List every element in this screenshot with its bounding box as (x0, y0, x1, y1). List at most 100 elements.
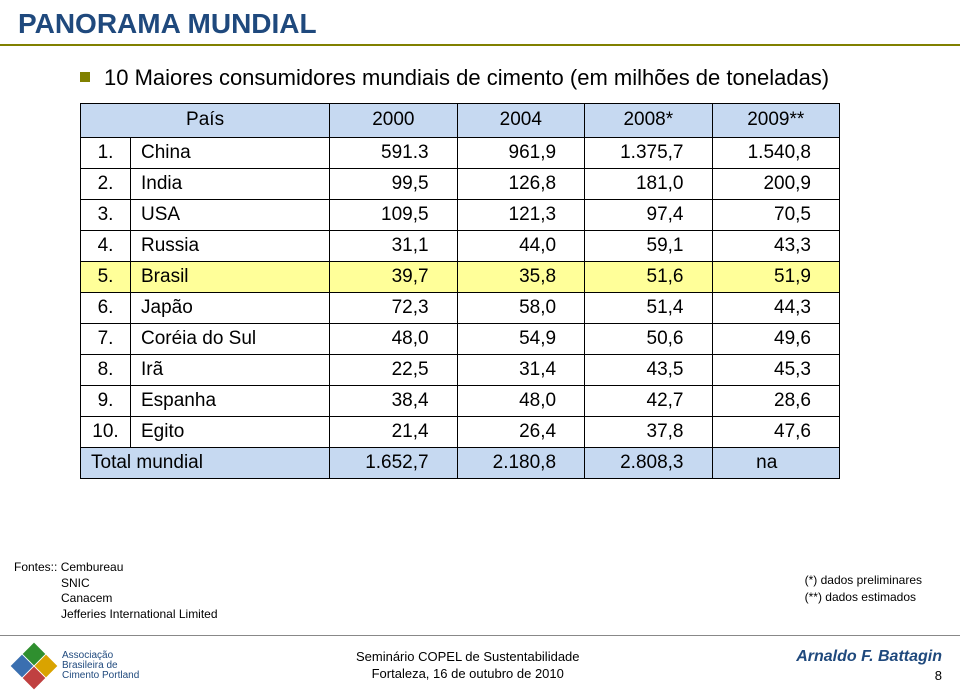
row-value: 48,0 (457, 385, 584, 416)
row-value: 28,6 (712, 385, 840, 416)
row-value: 54,9 (457, 323, 584, 354)
table-row: 6.Japão72,358,051,444,3 (81, 292, 840, 323)
row-value: 50,6 (585, 323, 712, 354)
row-country: Espanha (131, 385, 330, 416)
col-2000: 2000 (330, 103, 457, 137)
table-row: 2.India99,5126,8181,0200,9 (81, 168, 840, 199)
page-number: 8 (796, 668, 942, 683)
row-value: 109,5 (330, 199, 457, 230)
logo-line-1: Associação (62, 651, 139, 661)
row-num: 9. (81, 385, 131, 416)
row-num: 4. (81, 230, 131, 261)
logo-text: Associação Brasileira de Cimento Portlan… (62, 651, 139, 681)
row-country: Russia (131, 230, 330, 261)
title-rule (0, 44, 960, 46)
row-value: 39,7 (330, 261, 457, 292)
row-value: 72,3 (330, 292, 457, 323)
table-wrap: País 2000 2004 2008* 2009** 1.China591.3… (80, 103, 910, 479)
row-country: Egito (131, 416, 330, 447)
row-value: 961,9 (457, 137, 584, 168)
table-row: 8.Irã22,531,443,545,3 (81, 354, 840, 385)
notes-block: (*) dados preliminares (**) dados estima… (805, 572, 922, 606)
row-value: 99,5 (330, 168, 457, 199)
row-country: USA (131, 199, 330, 230)
footer-logo: Associação Brasileira de Cimento Portlan… (14, 646, 139, 686)
table-row: 9.Espanha38,448,042,728,6 (81, 385, 840, 416)
col-country: País (81, 103, 330, 137)
bullet-icon (80, 72, 90, 82)
row-num: 6. (81, 292, 131, 323)
row-value: 70,5 (712, 199, 840, 230)
table-row: 1.China591.3961,91.375,71.540,8 (81, 137, 840, 168)
source-3: Canacem (14, 591, 218, 607)
page-title: PANORAMA MUNDIAL (0, 0, 960, 44)
row-num: 7. (81, 323, 131, 354)
row-value: 48,0 (330, 323, 457, 354)
row-value: 45,3 (712, 354, 840, 385)
row-value: 26,4 (457, 416, 584, 447)
sources-block: Fontes:: Cembureau SNIC Canacem Jefferie… (14, 560, 218, 622)
row-value: 43,5 (585, 354, 712, 385)
table-header-row: País 2000 2004 2008* 2009** (81, 103, 840, 137)
seminar-title: Seminário COPEL de Sustentabilidade (139, 649, 796, 666)
footer-center: Seminário COPEL de Sustentabilidade Fort… (139, 649, 796, 683)
row-num: 10. (81, 416, 131, 447)
table-total-row: Total mundial1.652,72.180,82.808,3na (81, 447, 840, 478)
total-value: 2.808,3 (585, 447, 712, 478)
row-value: 43,3 (712, 230, 840, 261)
note-2: (**) dados estimados (805, 589, 922, 606)
sources-label: Fontes:: (14, 560, 57, 574)
row-value: 59,1 (585, 230, 712, 261)
total-value: 1.652,7 (330, 447, 457, 478)
row-num: 8. (81, 354, 131, 385)
row-value: 35,8 (457, 261, 584, 292)
logo-icon (14, 646, 54, 686)
table-row: 10.Egito21,426,437,847,6 (81, 416, 840, 447)
row-country: Coréia do Sul (131, 323, 330, 354)
total-label: Total mundial (81, 447, 330, 478)
author-name: Arnaldo F. Battagin (796, 648, 942, 666)
footer-right: Arnaldo F. Battagin 8 (796, 648, 942, 683)
source-2: SNIC (14, 576, 218, 592)
row-value: 44,3 (712, 292, 840, 323)
row-num: 5. (81, 261, 131, 292)
row-value: 49,6 (712, 323, 840, 354)
source-1: Cembureau (61, 560, 124, 574)
subtitle-row: 10 Maiores consumidores mundiais de cime… (80, 64, 910, 93)
logo-line-2: Brasileira de (62, 661, 139, 671)
row-value: 1.375,7 (585, 137, 712, 168)
row-value: 121,3 (457, 199, 584, 230)
source-4: Jefferies International Limited (14, 607, 218, 623)
total-value: 2.180,8 (457, 447, 584, 478)
row-value: 51,6 (585, 261, 712, 292)
note-1: (*) dados preliminares (805, 572, 922, 589)
data-table: País 2000 2004 2008* 2009** 1.China591.3… (80, 103, 840, 479)
row-value: 44,0 (457, 230, 584, 261)
row-value: 51,9 (712, 261, 840, 292)
table-row: 5.Brasil39,735,851,651,9 (81, 261, 840, 292)
col-2009: 2009** (712, 103, 840, 137)
row-country: India (131, 168, 330, 199)
row-value: 47,6 (712, 416, 840, 447)
row-value: 38,4 (330, 385, 457, 416)
row-value: 42,7 (585, 385, 712, 416)
row-num: 2. (81, 168, 131, 199)
logo-line-3: Cimento Portland (62, 671, 139, 681)
row-value: 200,9 (712, 168, 840, 199)
table-row: 3.USA109,5121,397,470,5 (81, 199, 840, 230)
row-value: 97,4 (585, 199, 712, 230)
table-row: 7.Coréia do Sul48,054,950,649,6 (81, 323, 840, 354)
row-country: China (131, 137, 330, 168)
row-value: 1.540,8 (712, 137, 840, 168)
subtitle-text: 10 Maiores consumidores mundiais de cime… (104, 64, 829, 93)
row-value: 126,8 (457, 168, 584, 199)
row-value: 22,5 (330, 354, 457, 385)
footer: Associação Brasileira de Cimento Portlan… (0, 635, 960, 695)
row-num: 3. (81, 199, 131, 230)
table-row: 4.Russia31,144,059,143,3 (81, 230, 840, 261)
row-value: 31,4 (457, 354, 584, 385)
row-value: 591.3 (330, 137, 457, 168)
col-2008: 2008* (585, 103, 712, 137)
seminar-date: Fortaleza, 16 de outubro de 2010 (139, 666, 796, 683)
row-country: Brasil (131, 261, 330, 292)
